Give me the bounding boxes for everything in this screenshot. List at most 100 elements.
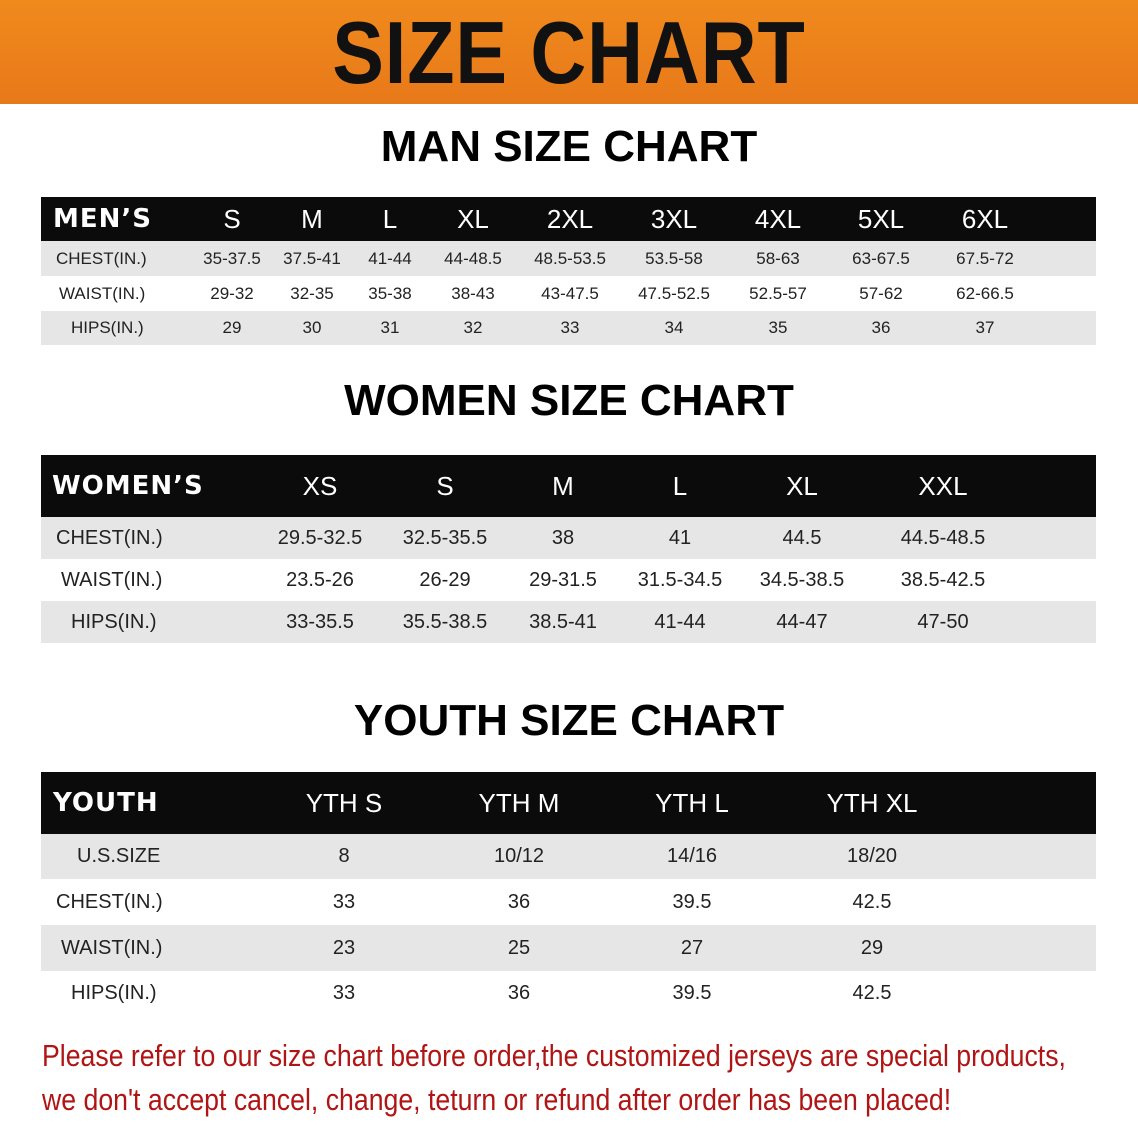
table-cell: 44-47 — [776, 610, 828, 633]
size-header: S — [436, 470, 454, 501]
women-size-table: WOMEN’S XS S M L XL XXL CHEST(IN.) 29.5-32.5 32.5… — [41, 455, 1096, 643]
table-cell: 38.5-41 — [529, 610, 597, 633]
notice-line-2: we don't accept cancel, change, teturn o… — [42, 1082, 952, 1117]
table-cell: 23 — [332, 936, 356, 959]
table-cell: 34.5-38.5 — [759, 568, 845, 591]
table-heading: YOUTH — [53, 788, 159, 818]
youth-section-title: YOUTH SIZE CHART — [353, 696, 785, 745]
size-header: YTH M — [478, 787, 560, 818]
notice-line-1: Please refer to our size chart before or… — [42, 1038, 1066, 1073]
table-heading: WOMEN’S — [52, 471, 204, 501]
table-cell: 47.5-52.5 — [638, 283, 710, 303]
table-cell: 36 — [507, 982, 531, 1004]
table-cell: 37 — [975, 318, 995, 337]
table-cell: 36 — [507, 890, 531, 913]
table-cell: 35.5-38.5 — [402, 610, 488, 633]
men-size-table: MEN’S S M L XL 2XL 3XL 4XL 5XL 6XL CHEST(IN.) 35-37… — [41, 197, 1096, 345]
row-label: WAIST(IN.) — [61, 936, 163, 959]
table-cell: 33 — [332, 982, 356, 1004]
table-row: HIPS(IN.) 29 30 31 32 33 34 35 36 37 — [41, 311, 1096, 345]
table-cell: 41-44 — [654, 610, 706, 633]
table-cell: 34 — [664, 318, 684, 337]
size-header: YTH S — [305, 787, 383, 818]
table-row: U.S.SIZE 8 10/12 14/16 18/20 — [41, 834, 1096, 879]
size-header: 2XL — [546, 203, 594, 234]
youth-size-table: YOUTH YTH S YTH M YTH L YTH XL U.S.SIZE 8 10/12… — [41, 772, 1096, 1016]
youth-header-row: YOUTH YTH S YTH M YTH L YTH XL — [41, 772, 1096, 834]
size-header: XS — [302, 470, 338, 501]
table-cell: 48.5-53.5 — [534, 248, 606, 268]
table-cell: 44.5-48.5 — [900, 526, 986, 549]
table-cell: 47-50 — [917, 610, 969, 633]
table-row: WAIST(IN.) 23 25 27 29 — [41, 925, 1096, 971]
table-cell: 29-32 — [210, 283, 254, 303]
row-label: WAIST(IN.) — [59, 283, 146, 303]
table-cell: 14/16 — [666, 845, 718, 867]
row-label: CHEST(IN.) — [56, 248, 147, 268]
table-cell: 31.5-34.5 — [637, 568, 723, 591]
women-header-row: WOMEN’S XS S M L XL XXL — [41, 455, 1096, 517]
table-cell: 25 — [507, 936, 531, 959]
table-cell: 43-47.5 — [541, 283, 599, 303]
banner-title: SIZE CHART — [332, 3, 806, 102]
table-cell: 58-63 — [756, 248, 800, 268]
size-header: 6XL — [961, 203, 1009, 234]
banner: SIZE CHART — [0, 0, 1138, 104]
table-cell: 29 — [860, 936, 884, 959]
table-cell: 44-48.5 — [444, 248, 502, 268]
table-row: CHEST(IN.) 33 36 39.5 42.5 — [41, 879, 1096, 925]
table-cell: 39.5 — [672, 890, 712, 913]
row-label: CHEST(IN.) — [56, 890, 163, 913]
table-cell: 27 — [680, 936, 704, 959]
size-header: XL — [786, 470, 818, 501]
table-cell: 8 — [338, 845, 350, 867]
table-cell: 52.5-57 — [749, 283, 807, 303]
size-header: L — [382, 203, 398, 234]
table-cell: 38.5-42.5 — [900, 568, 986, 591]
table-cell: 42.5 — [852, 890, 892, 913]
table-cell: 67.5-72 — [956, 248, 1014, 268]
table-row: HIPS(IN.) 33 36 39.5 42.5 — [41, 971, 1096, 1016]
row-label: WAIST(IN.) — [61, 568, 163, 591]
women-section-title: WOMEN SIZE CHART — [344, 376, 794, 425]
table-row: WAIST(IN.) 29-32 32-35 35-38 38-43 43-47.5 47.… — [41, 276, 1096, 311]
table-cell: 10/12 — [493, 845, 545, 867]
table-heading: MEN’S — [53, 204, 152, 234]
table-cell: 37.5-41 — [283, 248, 341, 268]
size-header: S — [223, 203, 241, 234]
table-cell: 35-38 — [368, 283, 412, 303]
table-cell: 63-67.5 — [852, 248, 910, 268]
table-cell: 44.5 — [782, 526, 822, 549]
size-header: 3XL — [650, 203, 698, 234]
table-cell: 41 — [668, 526, 692, 549]
table-cell: 32.5-35.5 — [402, 526, 488, 549]
row-label: HIPS(IN.) — [71, 318, 144, 337]
men-header-row: MEN’S S M L XL 2XL 3XL 4XL 5XL 6XL — [41, 197, 1096, 241]
table-cell: 29.5-32.5 — [277, 526, 363, 549]
size-header: 5XL — [857, 203, 905, 234]
table-cell: 62-66.5 — [956, 283, 1014, 303]
table-cell: 35-37.5 — [203, 248, 261, 268]
table-cell: 38-43 — [451, 283, 495, 303]
row-label: HIPS(IN.) — [71, 610, 157, 633]
table-row: HIPS(IN.) 33-35.5 35.5-38.5 38.5-41 41-44 44-… — [41, 601, 1096, 643]
row-label: HIPS(IN.) — [71, 982, 157, 1004]
row-label: CHEST(IN.) — [56, 526, 163, 549]
table-cell: 33 — [332, 890, 356, 913]
table-cell: 33 — [560, 318, 580, 337]
table-cell: 38 — [551, 526, 575, 549]
table-row: CHEST(IN.) 29.5-32.5 32.5-35.5 38 41 44.5 44.5… — [41, 517, 1096, 559]
table-cell: 33-35.5 — [286, 610, 354, 633]
size-header: YTH L — [655, 787, 729, 818]
table-cell: 29-31.5 — [529, 568, 597, 591]
table-row: WAIST(IN.) 23.5-26 26-29 29-31.5 31.5-34.5 34… — [41, 559, 1096, 601]
table-cell: 41-44 — [368, 248, 412, 268]
table-cell: 32 — [463, 318, 483, 337]
size-header: L — [672, 470, 688, 501]
table-cell: 23.5-26 — [286, 568, 354, 591]
table-cell: 18/20 — [846, 845, 898, 867]
table-cell: 39.5 — [672, 982, 712, 1004]
table-cell: 31 — [380, 318, 400, 337]
size-header: 4XL — [754, 203, 802, 234]
table-cell: 30 — [302, 318, 322, 337]
